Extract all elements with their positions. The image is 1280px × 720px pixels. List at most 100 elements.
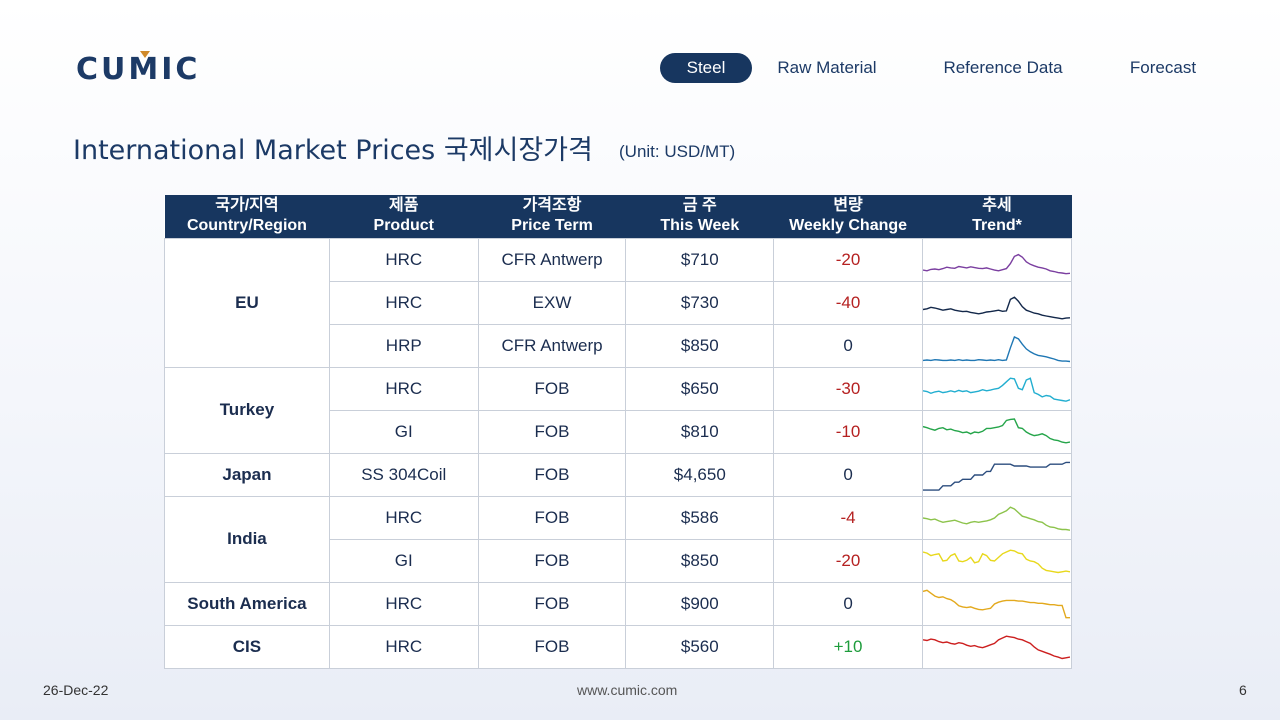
header-en: Trend* [972, 217, 1022, 235]
table-row: HRC EXW $730 -40 [165, 280, 1073, 325]
page-title: International Market Prices 국제시장가격 [73, 135, 593, 166]
change-cell: -20 [773, 237, 923, 282]
header-ko: 제품 [389, 197, 419, 215]
trend-cell [921, 624, 1073, 669]
trend-sparkline [922, 634, 1070, 659]
product-cell: GI [328, 538, 479, 583]
price-term-cell: FOB [477, 495, 627, 540]
nav-item-steel[interactable]: Steel [660, 53, 752, 83]
price-term-cell: CFR Antwerp [477, 323, 627, 368]
trend-line [922, 461, 1070, 491]
price-term-cell: FOB [477, 624, 627, 669]
header-ko: 추세 [982, 197, 1012, 215]
product-cell: SS 304Coil [328, 452, 479, 497]
table-row: HRP CFR Antwerp $850 0 [165, 323, 1073, 368]
change-cell: 0 [773, 581, 923, 626]
footer-website[interactable]: www.cumic.com [577, 682, 678, 698]
price-cell: $586 [625, 495, 775, 540]
trend-cell [921, 409, 1073, 454]
header-product: 제품 Product [329, 195, 479, 238]
trend-cell [921, 237, 1073, 282]
price-cell: $560 [625, 624, 775, 669]
header-country: 국가/지역 Country/Region [164, 195, 330, 238]
price-term-cell: FOB [477, 538, 627, 583]
price-term-cell: FOB [477, 581, 627, 626]
change-cell: +10 [773, 624, 923, 669]
product-cell: HRC [328, 366, 479, 411]
trend-sparkline [922, 376, 1070, 402]
price-term-cell: FOB [477, 452, 627, 497]
trend-cell [921, 280, 1073, 325]
change-cell: 0 [773, 452, 923, 497]
product-cell: HRC [328, 237, 479, 282]
price-table: 국가/지역 Country/Region 제품 Product 가격조항 Price … [164, 195, 1073, 669]
table-row: CIS HRC FOB $560 +10 [164, 624, 1073, 669]
price-cell: $4,650 [625, 452, 775, 497]
nav-item-raw-material[interactable]: Raw Material [777, 58, 877, 77]
price-term-cell: CFR Antwerp [477, 237, 627, 282]
product-cell: HRC [328, 495, 479, 540]
trend-line [922, 505, 1070, 531]
region-cell: CIS [164, 624, 330, 669]
change-cell: -40 [773, 280, 923, 325]
product-cell: HRC [328, 581, 479, 626]
price-term-cell: FOB [477, 409, 627, 454]
trend-cell [921, 495, 1073, 540]
change-cell: -30 [773, 366, 923, 411]
price-term-cell: EXW [477, 280, 627, 325]
change-cell: -10 [773, 409, 923, 454]
price-cell: $850 [625, 323, 775, 368]
trend-cell [921, 452, 1073, 497]
header-ko: 가격조항 [522, 197, 582, 215]
unit-label: (Unit: USD/MT) [619, 142, 736, 161]
footer-page-number: 6 [1239, 682, 1247, 698]
table-row: GI FOB $810 -10 [165, 409, 1073, 454]
top-nav: Steel Raw Material Reference Data Foreca… [660, 53, 1208, 83]
trend-line [922, 253, 1070, 274]
change-cell: -4 [773, 495, 923, 540]
trend-sparkline [922, 505, 1070, 531]
logo-text-pre: CU [76, 52, 129, 87]
trend-cell [921, 538, 1073, 583]
header-en: Product [373, 217, 434, 235]
product-cell: HRP [328, 323, 479, 368]
trend-sparkline [922, 589, 1070, 618]
footer-date: 26-Dec-22 [43, 682, 109, 698]
table-row: EU HRC CFR Antwerp $710 -20 [164, 237, 1073, 368]
price-cell: $900 [625, 581, 775, 626]
trend-line [922, 417, 1070, 444]
trend-cell [921, 366, 1073, 411]
trend-line [922, 295, 1070, 320]
trend-sparkline [922, 461, 1070, 491]
header-en: This Week [660, 217, 740, 235]
product-cell: HRC [328, 280, 479, 325]
header-trend: 추세 Trend* [922, 195, 1072, 238]
header-ko: 금 주 [682, 197, 717, 215]
region-cell: South America [164, 581, 330, 626]
price-term-cell: FOB [477, 366, 627, 411]
nav-item-forecast[interactable]: Forecast [1129, 58, 1197, 77]
trend-cell [921, 581, 1073, 626]
region-cell: India [164, 495, 330, 583]
price-cell: $810 [625, 409, 775, 454]
header-en: Weekly Change [789, 217, 908, 235]
table-row: Turkey HRC FOB $650 -30 [164, 366, 1073, 454]
product-cell: GI [328, 409, 479, 454]
header-ko: 국가/지역 [215, 197, 279, 215]
logo-text-post: IC [161, 52, 201, 87]
price-cell: $850 [625, 538, 775, 583]
region-cell: EU [164, 237, 330, 368]
trend-line [922, 548, 1070, 573]
table-header-row: 국가/지역 Country/Region 제품 Product 가격조항 Price … [164, 195, 1072, 238]
region-cell: Japan [164, 452, 330, 497]
table-row: GI FOB $850 -20 [165, 538, 1073, 583]
header-this-week: 금 주 This Week [625, 195, 774, 238]
trend-sparkline [922, 548, 1070, 573]
header-ko: 변량 [833, 197, 863, 215]
trend-line [922, 335, 1070, 362]
trend-cell [921, 323, 1073, 368]
price-cell: $650 [625, 366, 775, 411]
logo-text-m: M [128, 52, 162, 87]
nav-item-reference-data[interactable]: Reference Data [943, 58, 1063, 77]
trend-line [922, 634, 1070, 659]
